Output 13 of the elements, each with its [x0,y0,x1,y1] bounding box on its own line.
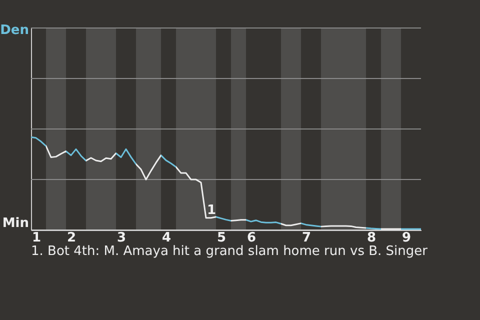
annotation: 1 [207,202,216,218]
x-tick-label: 4 [162,230,172,246]
x-tick-label: 8 [366,230,376,246]
x-tick-label: 6 [246,230,256,246]
x-tick-label: 2 [66,230,76,246]
x-tick-label: 5 [216,230,226,246]
x-tick-label: 9 [402,230,412,246]
x-tick-label: 1 [32,230,42,246]
x-tick-label: 7 [302,230,312,246]
ref-line-label: Den [0,23,29,38]
ref-line-label: Min [2,216,29,231]
text: 1. Bot 4th: M. Amaya hit a grand slam home run vs B. Singer [31,244,428,259]
x-tick-label: 3 [116,230,126,246]
